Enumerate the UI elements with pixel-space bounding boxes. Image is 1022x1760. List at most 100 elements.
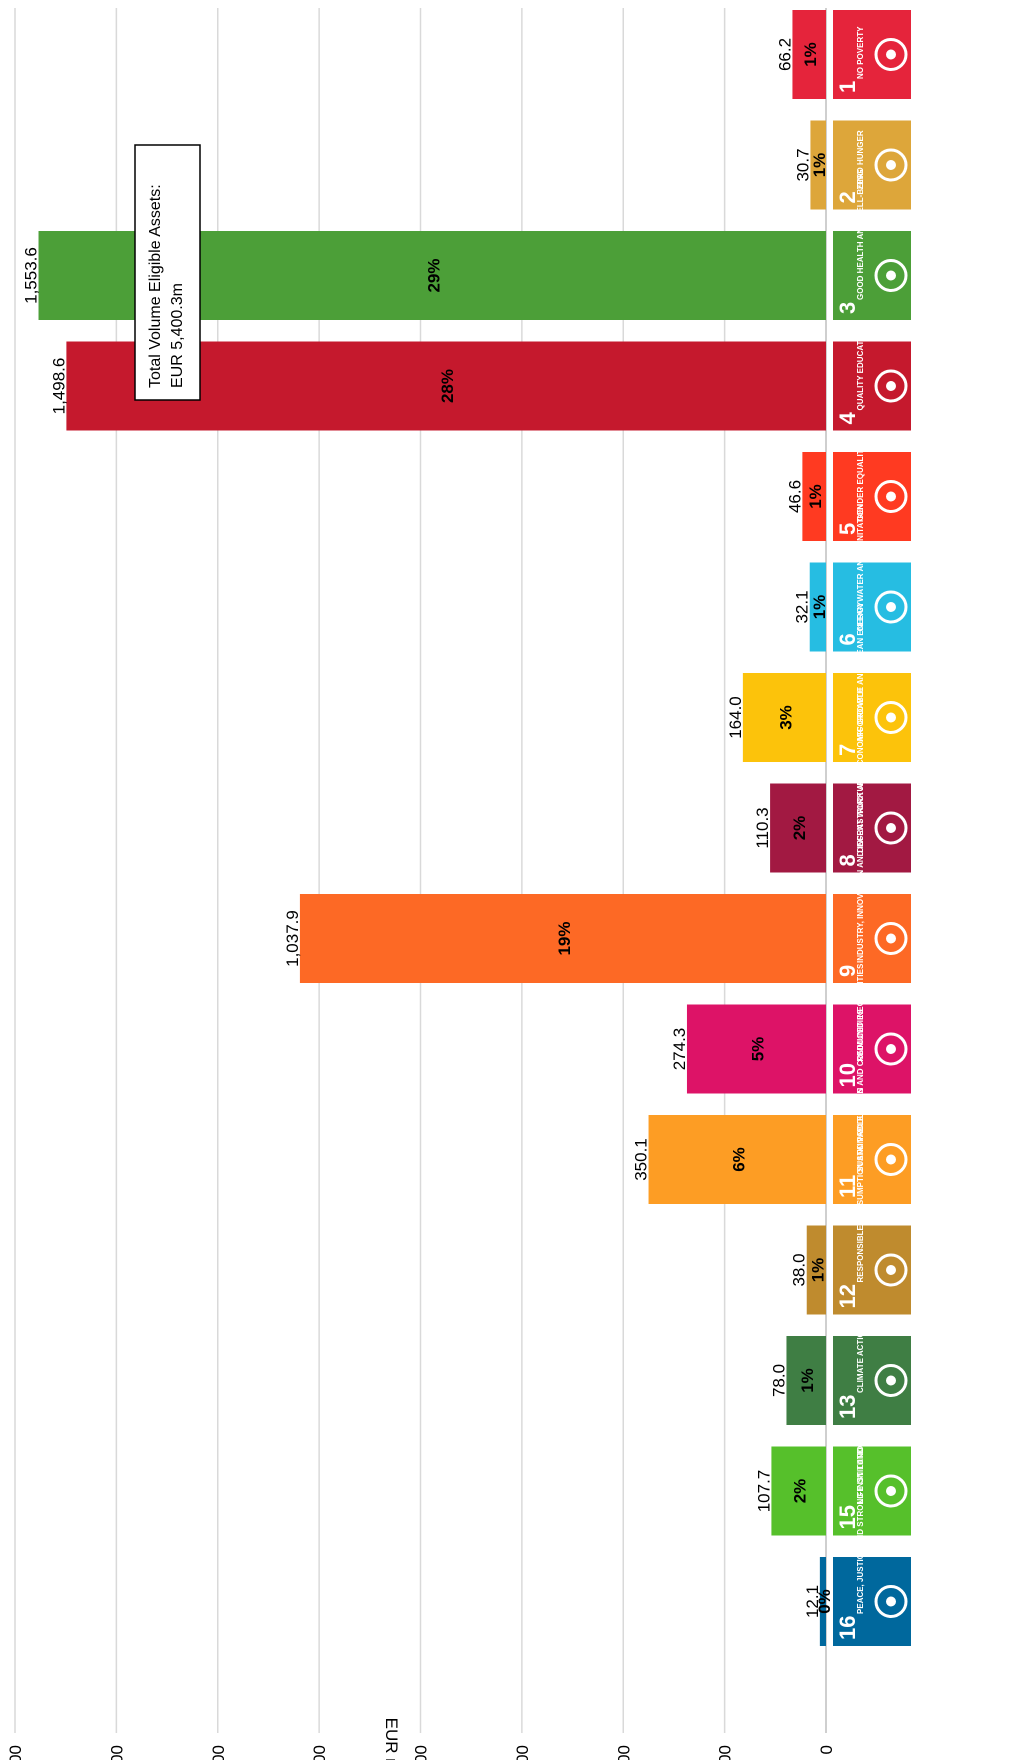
tick-label: 400 <box>614 1745 633 1760</box>
sdg-tile: 13 CLIMATE ACTION <box>833 1325 911 1425</box>
sdg-tile-background <box>833 1557 911 1646</box>
sdg-number: 10 <box>835 1063 860 1087</box>
sdg-number: 12 <box>835 1284 860 1308</box>
data-label-percent: 5% <box>748 1037 767 1062</box>
tick-label: 1,600 <box>6 1745 25 1760</box>
sdg-goal-name: QUALITY EDUCATION <box>856 326 865 410</box>
sdg-goal-name: CLEAN WATER AND SANITATION <box>856 504 865 631</box>
bar <box>770 783 826 873</box>
sdg-tile: 2 ZERO HUNGER <box>833 120 911 210</box>
data-label-value: 110.3 <box>753 807 772 848</box>
sdg-tile-background <box>833 1115 911 1204</box>
data-label-percent: 1% <box>810 153 829 178</box>
tick-label: 1,200 <box>209 1745 228 1760</box>
sdg-tile: 16 PEACE, JUSTICE AND STRONG INSTITUTIONS <box>833 1434 911 1646</box>
data-label-percent: 1% <box>798 1368 817 1393</box>
sdg-goal-name: DECENT WORK AND ECONOMIC GROWTH <box>856 688 865 853</box>
data-label-value: 32.1 <box>793 590 812 623</box>
city-icon <box>874 1143 908 1176</box>
data-label-percent: 1% <box>810 595 829 620</box>
sdg-number: 3 <box>835 302 860 314</box>
book-icon <box>874 369 908 403</box>
bar <box>648 1115 826 1204</box>
sdg-number: 5 <box>835 523 860 535</box>
data-label-value: 78.0 <box>769 1364 788 1397</box>
sdg-number: 15 <box>835 1505 860 1529</box>
bar <box>809 562 826 652</box>
data-label-value: 1,037.9 <box>283 910 302 967</box>
sun-icon <box>874 701 908 734</box>
sdg-goal-name: LIFE ON LAND <box>856 1447 865 1503</box>
bar <box>806 1225 826 1315</box>
data-label-percent: 2% <box>790 816 809 841</box>
sdg-number: 9 <box>835 965 860 977</box>
value-axis-title: EUR m <box>382 1718 401 1760</box>
data-label-value: 1,553.6 <box>22 247 41 304</box>
data-label-value: 38.0 <box>790 1253 809 1286</box>
sdg-tile-background <box>833 783 911 873</box>
annotation-box <box>134 144 201 401</box>
sdg-goal-name: RESPONSIBLE CONSUMPTION AND PRODUCTION <box>856 1087 865 1282</box>
sdg-tile: 10 REDUCED INEQUALITIES <box>833 963 911 1094</box>
infinity-icon <box>874 1253 908 1287</box>
sdg-goal-name: SUSTAINABLE CITIES AND COMMUNITIES <box>856 1009 865 1172</box>
growth-chart-icon <box>874 811 908 845</box>
sdg-goal-name: PEACE, JUSTICE AND STRONG INSTITUTIONS <box>856 1434 865 1614</box>
value-axis-ticks: 0 200 400 600 800 1,000 1,200 1,400 1,600 <box>6 1745 836 1760</box>
bowl-icon <box>874 148 908 182</box>
tick-label: 800 <box>412 1745 431 1760</box>
sdg-number: 11 <box>835 1175 860 1198</box>
sdg-number: 16 <box>835 1616 860 1640</box>
sdg-tile: 3 GOOD HEALTH AND WELL-BEING <box>833 169 911 320</box>
tree-icon <box>874 1474 908 1508</box>
sdg-tile-background <box>833 10 911 99</box>
sdg-tile-background <box>833 120 911 210</box>
water-icon <box>874 590 908 624</box>
data-label-percent: 3% <box>776 705 795 730</box>
bars: 66.2 1%30.71%1,553.6 29%1,498.6 28%46.6 1%32… <box>22 10 834 1646</box>
tick-label: 200 <box>716 1745 735 1760</box>
tick-label: 1,000 <box>310 1745 329 1760</box>
sdg-goal-name: NO POVERTY <box>856 26 865 79</box>
sdg-tile-background <box>833 1004 911 1094</box>
data-label-percent: 2% <box>791 1479 810 1504</box>
bar <box>299 894 826 983</box>
sdg-number: 2 <box>835 191 860 203</box>
data-label-percent: 28% <box>438 369 457 403</box>
annotation-line-1: Total Volume Eligible Assets: <box>147 184 164 388</box>
data-label-value: 46.6 <box>785 480 804 513</box>
sdg-tile-background <box>833 231 911 320</box>
sdg-goal-name: GENDER EQUALITY <box>856 443 865 521</box>
sdg-tile-background <box>833 894 911 983</box>
data-label-value: 30.7 <box>793 148 812 181</box>
sdg-number: 6 <box>835 633 860 645</box>
sdg-goal-name: ZERO HUNGER <box>856 130 865 189</box>
bar <box>742 673 826 762</box>
tick-label: 0 <box>817 1745 836 1754</box>
bar <box>686 1004 826 1094</box>
heartbeat-icon <box>874 259 908 292</box>
bar <box>771 1446 826 1536</box>
sdg-tile-background <box>833 1446 911 1536</box>
data-label-percent: 0% <box>815 1589 834 1614</box>
sdg-goal-name: INDUSTRY, INNOVATION AND INFRASTRUCTURE <box>856 774 865 963</box>
sdg-tile-background <box>833 341 911 431</box>
data-label-value: 274.3 <box>670 1028 689 1071</box>
tick-label: 1,400 <box>107 1745 126 1760</box>
category-tiles: 1 NO POVERTY 2 ZERO HUNGER 3 GOOD HEALTH AND … <box>833 10 911 1646</box>
sdg-number: 8 <box>835 854 860 866</box>
gender-icon <box>874 480 908 513</box>
data-label-value: 12.1 <box>803 1585 822 1618</box>
annotation-line-2: EUR 5,400.3m <box>169 283 186 388</box>
sdg-goal-name: REDUCED INEQUALITIES <box>856 963 865 1061</box>
equality-icon <box>874 1032 908 1066</box>
sdg-goal-name: CLIMATE ACTION <box>856 1325 865 1393</box>
data-label-percent: 19% <box>555 921 574 955</box>
data-label-value: 107.7 <box>754 1470 773 1513</box>
bar <box>792 10 826 99</box>
sdg-tile: 7 AFFORDABLE AND CLEAN ENERGY <box>833 601 911 762</box>
sdg-tile: 15 LIFE ON LAND <box>833 1446 911 1536</box>
sdg-tile: 4 QUALITY EDUCATION <box>833 326 911 431</box>
